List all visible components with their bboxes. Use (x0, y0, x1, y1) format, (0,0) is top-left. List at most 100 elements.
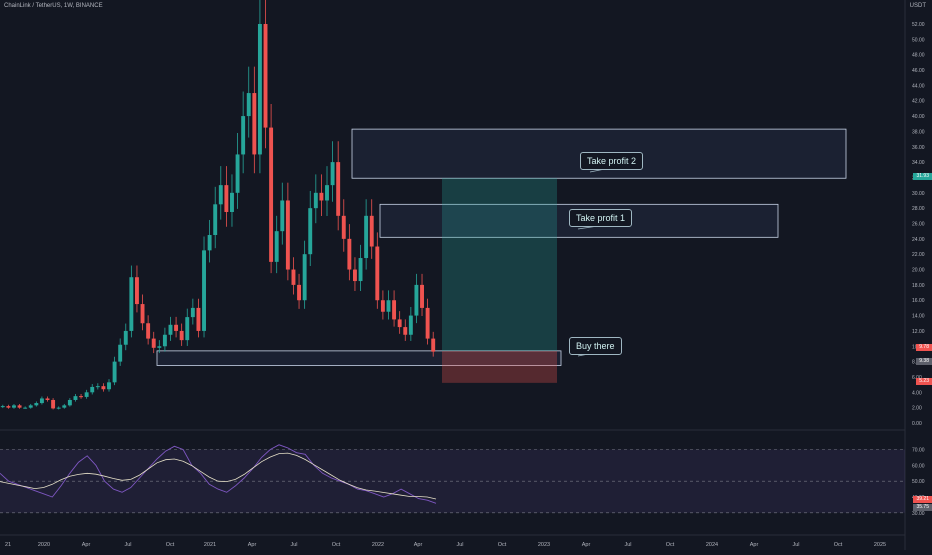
take-profit-1-label[interactable]: Take profit 1 (569, 209, 633, 227)
plot-background (0, 0, 905, 550)
price-tick-label: 18.00 (912, 283, 925, 289)
long-position-target-area (442, 177, 557, 352)
price-tick-label: 16.00 (912, 298, 925, 304)
candle-body (425, 307, 430, 339)
time-axis-label: Jul (124, 542, 131, 548)
candle-body (375, 246, 380, 301)
candle-body (308, 208, 313, 255)
candle-body (246, 93, 251, 117)
candle-body (12, 405, 16, 408)
candle-body (162, 334, 167, 347)
price-tick-label: 52.00 (912, 22, 925, 28)
candle-body (330, 162, 335, 186)
rsi-tick-label: 30.00 (912, 511, 925, 517)
symbol-title: ChainLink / TetherUS, 1W, BINANCE (4, 3, 103, 9)
candle-body (380, 300, 385, 312)
time-axis-label: Jul (456, 542, 463, 548)
candle-body (90, 386, 95, 393)
rsi-moving-average (0, 452, 437, 500)
candle-body (420, 284, 424, 308)
time-axis-label: Jul (290, 542, 297, 548)
candle-body (140, 304, 145, 324)
price-tick-label: 50.00 (912, 37, 925, 43)
time-axis-label: Oct (332, 542, 341, 548)
candle-body (408, 315, 413, 335)
candle-body (252, 93, 257, 155)
candle-body (319, 192, 324, 201)
candle-body (190, 307, 195, 318)
candle-body (146, 323, 151, 339)
candle-body (185, 317, 190, 341)
time-axis-label: 2025 (874, 542, 886, 548)
price-tick-label: 34.00 (912, 160, 925, 166)
price-tick-label: 6.00 (912, 375, 922, 381)
candle-body (341, 215, 346, 239)
rsi-line (0, 444, 437, 504)
current-price-badge: 31.93 (913, 173, 932, 180)
take-profit-2-label[interactable]: Take profit 2 (580, 152, 644, 170)
price-tick-label: 38.00 (912, 129, 925, 135)
price-tick-label: 36.00 (912, 145, 925, 151)
candle-body (179, 330, 184, 341)
time-axis-label: 2024 (706, 542, 718, 548)
candle-body (51, 399, 56, 409)
rsi-tick-label: 50.00 (912, 479, 925, 485)
candle-body (274, 231, 279, 262)
candle-body (129, 277, 134, 331)
currency-label: USDT (909, 3, 926, 9)
candle-body (207, 235, 212, 251)
candle-body (17, 405, 22, 408)
time-axis-label: Oct (166, 542, 175, 548)
candle-body (280, 200, 285, 232)
price-tick-label: 24.00 (912, 237, 925, 243)
candle-body (218, 185, 223, 205)
price-tick-label: 22.00 (912, 252, 925, 258)
time-axis-label: Apr (582, 542, 591, 548)
rsi-badge-2: 35.75 (913, 504, 932, 511)
candle-body (112, 361, 117, 383)
candle-body (28, 405, 33, 408)
time-axis-label: Jul (792, 542, 799, 548)
candle-body (257, 24, 262, 155)
candle-body (313, 192, 318, 209)
candle-body (386, 300, 391, 312)
price-tick-label: 48.00 (912, 53, 925, 59)
candle-body (62, 405, 67, 408)
candle-body (196, 307, 201, 331)
candle-body (107, 382, 111, 390)
buy-there-label[interactable]: Buy there (569, 337, 622, 355)
time-axis-label: Apr (414, 542, 423, 548)
candle-body (134, 277, 139, 305)
price-tick-label: 20.00 (912, 268, 925, 274)
entry-price-badge: 9.78 (916, 344, 932, 351)
candle-body (414, 284, 419, 316)
rsi-tick-label: 60.00 (912, 463, 925, 469)
candle-body (235, 154, 240, 193)
candle-body (431, 338, 436, 352)
price-tick-label: 46.00 (912, 68, 925, 74)
price-tick-label: 26.00 (912, 222, 925, 228)
candle-body (123, 330, 128, 345)
candle-body (358, 258, 363, 282)
buy-zone (156, 350, 562, 366)
candle-body (230, 192, 234, 212)
candle-body (297, 284, 302, 301)
time-axis-label: 2022 (372, 542, 384, 548)
time-axis-label: Apr (248, 542, 257, 548)
rsi-tick-label: 70.00 (912, 448, 925, 454)
candle-body (84, 392, 89, 397)
candle-body (325, 185, 329, 201)
time-axis-label: Jul (624, 542, 631, 548)
candle-body (364, 215, 369, 259)
time-axis-label: Oct (834, 542, 843, 548)
price-tick-label: 12.00 (912, 329, 925, 335)
candle-body (403, 327, 408, 335)
price-tick-label: 40.00 (912, 114, 925, 120)
candle-body (174, 324, 179, 331)
candle-body (347, 238, 352, 270)
candle-body (302, 254, 307, 301)
candle-body (79, 396, 84, 398)
time-axis-label: Oct (498, 542, 507, 548)
